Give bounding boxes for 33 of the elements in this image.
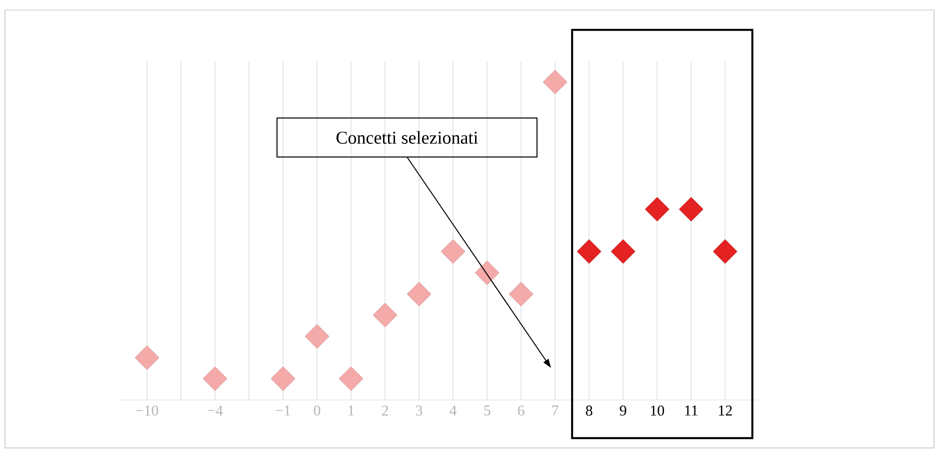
x-tick-label: 0 (314, 406, 320, 416)
point (508, 282, 534, 306)
point (270, 366, 296, 391)
point (542, 70, 568, 94)
x-tick-label: −4 (208, 406, 223, 416)
point (678, 196, 704, 222)
x-tick-label: 12 (718, 406, 732, 416)
x-tick-label: 3 (416, 406, 422, 416)
point (406, 282, 432, 306)
point (644, 196, 670, 222)
point (440, 239, 466, 264)
point (202, 366, 228, 391)
x-tick-label: 11 (685, 406, 698, 416)
x-tick-label: 7 (552, 406, 558, 416)
point (372, 302, 398, 328)
point (134, 345, 160, 370)
point (576, 239, 602, 264)
x-tick-label: 2 (382, 406, 388, 416)
x-tick-label: 10 (650, 406, 664, 416)
point (610, 239, 636, 264)
x-tick-label: 4 (450, 406, 457, 416)
point (712, 239, 738, 264)
x-tick-label: 9 (620, 406, 626, 416)
x-tick-label: 6 (518, 406, 524, 416)
x-tick-label: −10 (136, 406, 158, 416)
x-tick-label: 8 (586, 406, 592, 416)
point (474, 260, 500, 286)
x-tick-label: −1 (276, 406, 290, 416)
point (304, 324, 330, 349)
x-tick-label: 1 (348, 406, 354, 416)
x-tick-label: 5 (484, 406, 490, 416)
annotation: Concetti selezionati (336, 131, 478, 144)
point (338, 366, 364, 391)
